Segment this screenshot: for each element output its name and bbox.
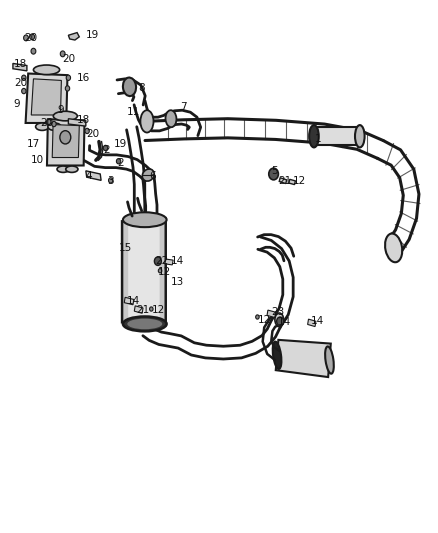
Ellipse shape — [60, 51, 65, 57]
Text: 1: 1 — [315, 134, 321, 144]
Text: 19: 19 — [86, 30, 99, 41]
Text: 20: 20 — [62, 54, 75, 64]
Text: 14: 14 — [171, 256, 184, 266]
Ellipse shape — [150, 307, 153, 311]
Text: 12: 12 — [158, 267, 171, 277]
Text: 18: 18 — [14, 60, 27, 69]
Ellipse shape — [21, 75, 26, 80]
Text: 7: 7 — [180, 102, 186, 112]
Ellipse shape — [142, 169, 154, 181]
Text: 10: 10 — [30, 155, 43, 165]
Text: 12: 12 — [258, 314, 272, 325]
Text: 9: 9 — [14, 99, 21, 109]
Ellipse shape — [269, 168, 279, 180]
Ellipse shape — [66, 166, 78, 172]
Ellipse shape — [154, 257, 161, 265]
Polygon shape — [279, 177, 287, 183]
Text: 19: 19 — [114, 139, 127, 149]
Text: 18: 18 — [77, 115, 90, 125]
Ellipse shape — [66, 75, 71, 80]
Ellipse shape — [60, 131, 71, 144]
Text: 20: 20 — [40, 118, 53, 128]
Ellipse shape — [46, 119, 51, 125]
Text: 16: 16 — [77, 73, 90, 83]
Text: 17: 17 — [27, 139, 40, 149]
Text: 14: 14 — [127, 296, 141, 306]
Text: 20: 20 — [25, 33, 38, 43]
Text: 2: 2 — [118, 158, 124, 168]
Ellipse shape — [123, 77, 136, 96]
Polygon shape — [86, 171, 101, 180]
Text: 13: 13 — [171, 278, 184, 287]
Ellipse shape — [123, 317, 166, 332]
Text: 3: 3 — [107, 176, 113, 187]
Text: 4: 4 — [86, 171, 92, 181]
Ellipse shape — [109, 177, 113, 183]
Polygon shape — [31, 79, 61, 115]
Text: 2: 2 — [103, 144, 110, 155]
Ellipse shape — [166, 110, 177, 127]
Text: 21: 21 — [136, 305, 149, 315]
Text: 14: 14 — [311, 316, 324, 326]
Ellipse shape — [103, 146, 108, 151]
Ellipse shape — [30, 34, 35, 40]
Polygon shape — [122, 219, 166, 325]
Text: 5: 5 — [272, 166, 278, 176]
Text: 15: 15 — [119, 243, 132, 253]
Bar — [316, 127, 357, 146]
Text: 6: 6 — [149, 171, 156, 181]
Polygon shape — [52, 125, 79, 158]
Ellipse shape — [355, 125, 364, 148]
Ellipse shape — [141, 110, 153, 133]
Polygon shape — [267, 310, 276, 318]
Ellipse shape — [256, 315, 259, 319]
Polygon shape — [307, 319, 316, 327]
Ellipse shape — [48, 123, 61, 131]
Text: 11: 11 — [127, 107, 141, 117]
Ellipse shape — [24, 35, 28, 41]
Ellipse shape — [57, 166, 69, 172]
Polygon shape — [68, 33, 79, 40]
Ellipse shape — [127, 319, 162, 329]
Ellipse shape — [117, 159, 121, 164]
Ellipse shape — [21, 88, 26, 94]
Ellipse shape — [53, 111, 78, 121]
Ellipse shape — [123, 212, 166, 227]
Ellipse shape — [309, 125, 319, 148]
Ellipse shape — [158, 269, 162, 273]
Ellipse shape — [52, 122, 56, 127]
Ellipse shape — [35, 123, 49, 131]
Polygon shape — [47, 119, 85, 165]
Ellipse shape — [273, 342, 281, 369]
Ellipse shape — [275, 313, 284, 326]
Ellipse shape — [277, 317, 284, 326]
Polygon shape — [68, 119, 86, 126]
Polygon shape — [25, 74, 67, 123]
Text: 12: 12 — [151, 305, 165, 315]
Text: 20: 20 — [14, 78, 27, 88]
Polygon shape — [134, 306, 143, 313]
Polygon shape — [165, 259, 173, 265]
Text: 12: 12 — [292, 176, 306, 187]
Text: 20: 20 — [86, 128, 99, 139]
Text: 23: 23 — [272, 306, 285, 317]
Text: 14: 14 — [278, 317, 291, 327]
Text: 22: 22 — [155, 256, 169, 266]
Text: 9: 9 — [57, 104, 64, 115]
Ellipse shape — [385, 233, 402, 262]
Polygon shape — [289, 179, 295, 184]
Polygon shape — [13, 63, 27, 71]
Ellipse shape — [33, 65, 60, 75]
Ellipse shape — [85, 128, 89, 134]
Ellipse shape — [325, 346, 334, 374]
Polygon shape — [128, 221, 159, 322]
Ellipse shape — [31, 49, 36, 54]
Polygon shape — [124, 297, 134, 305]
Ellipse shape — [65, 86, 70, 91]
Polygon shape — [276, 340, 331, 377]
Text: 21: 21 — [278, 176, 291, 187]
Text: 8: 8 — [138, 83, 145, 93]
